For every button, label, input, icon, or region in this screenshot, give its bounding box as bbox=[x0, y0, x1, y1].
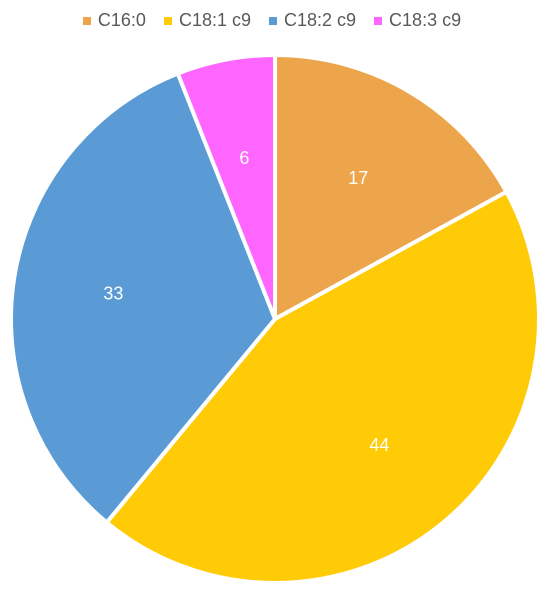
legend-label: C18:3 c9 bbox=[389, 10, 462, 30]
pie-slice bbox=[9, 71, 277, 525]
data-label: 44 bbox=[369, 435, 389, 455]
legend-item: C16:0 bbox=[82, 10, 146, 31]
data-label: 17 bbox=[348, 168, 368, 188]
legend-item: C18:2 c9 bbox=[269, 10, 356, 31]
legend-item: C18:3 c9 bbox=[374, 10, 461, 31]
pie-slice bbox=[175, 53, 277, 321]
legend-item: C18:1 c9 bbox=[163, 10, 251, 31]
data-label: 33 bbox=[103, 283, 123, 303]
chart-legend: C16:0 C18:1 c9 C18:2 c9 C18:3 c9 bbox=[0, 10, 544, 31]
legend-swatch bbox=[163, 16, 172, 25]
data-label: 6 bbox=[239, 148, 249, 168]
legend-label: C18:1 c9 bbox=[178, 10, 251, 30]
legend-swatch bbox=[269, 16, 277, 25]
legend-label: C18:2 c9 bbox=[284, 10, 357, 30]
pie-slice bbox=[273, 53, 509, 321]
legend-swatch bbox=[82, 16, 91, 25]
pie-slice bbox=[104, 189, 541, 585]
legend-label: C16:0 bbox=[97, 10, 146, 30]
legend-swatch bbox=[374, 16, 383, 25]
